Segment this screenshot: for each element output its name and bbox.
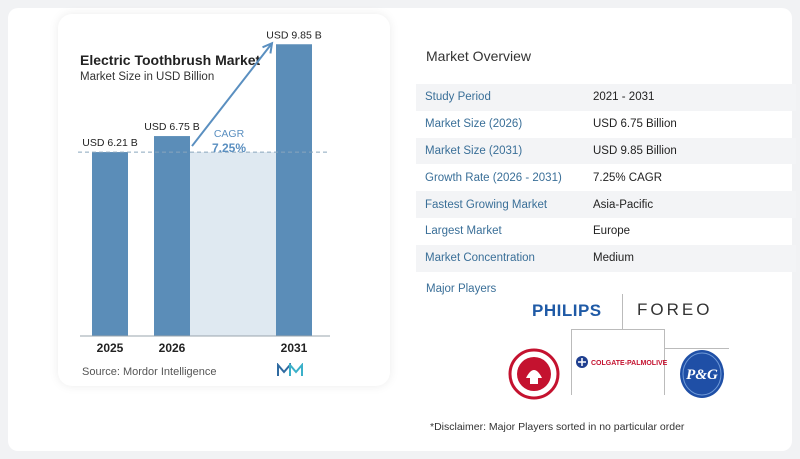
chart-title: Electric Toothbrush Market <box>80 52 261 68</box>
logo-divider <box>571 329 665 330</box>
overview-key: Market Size (2031) <box>416 137 584 165</box>
overview-row: Study Period 2021 - 2031 <box>416 84 796 111</box>
logo-divider <box>622 294 623 330</box>
overview-value: Europe <box>593 225 631 238</box>
cagr-label: CAGR <box>214 128 245 140</box>
data-label: USD 9.85 B <box>266 29 321 41</box>
mordor-logo-icon <box>277 363 303 376</box>
cagr-arrow-head <box>262 41 274 54</box>
data-label: USD 6.21 B <box>82 137 137 149</box>
overview-key: Study Period <box>416 84 584 111</box>
overview-value: 2021 - 2031 <box>584 84 796 111</box>
x-tick-label: 2031 <box>281 341 308 355</box>
logo-divider <box>571 329 572 395</box>
source-label: Source: Mordor Intelligence <box>82 366 217 378</box>
overview-key: Largest Market <box>425 225 502 238</box>
overview-row: Growth Rate (2026 - 2031) 7.25% CAGR <box>416 164 796 191</box>
overview-value: Medium <box>584 244 796 272</box>
overview-key: Market Size (2026) <box>425 118 523 131</box>
overview-key: Fastest Growing Market <box>416 191 584 218</box>
overview-row: Market Size (2026) USD 6.75 Billion <box>416 111 796 138</box>
overview-key: Market Concentration <box>416 244 584 272</box>
bar <box>276 44 312 336</box>
colgate-palmolive-wordmark: COLGATE-PALMOLIVE <box>591 360 668 367</box>
growth-shade <box>190 152 276 336</box>
foreo-logo: FOREO <box>637 300 713 319</box>
logo-divider <box>665 348 729 349</box>
data-label: USD 6.75 B <box>144 121 199 133</box>
overview-row: Fastest Growing Market Asia-Pacific <box>416 191 796 218</box>
chart-subtitle: Market Size in USD Billion <box>80 71 215 83</box>
disclaimer-text: *Disclaimer: Major Players sorted in no … <box>430 421 685 433</box>
pg-wordmark: P&G <box>686 367 718 383</box>
church-dwight-logo <box>508 348 560 400</box>
pg-logo: P&G <box>680 350 724 398</box>
overview-table: Study Period 2021 - 2031 Market Size (20… <box>416 84 796 272</box>
bar <box>154 136 190 336</box>
overview-row: Market Concentration Medium <box>416 244 796 272</box>
overview-title: Market Overview <box>426 48 532 64</box>
overview-value: Asia-Pacific <box>584 191 796 218</box>
cagr-value: 7.25% <box>212 141 246 155</box>
cagr-arrow <box>191 42 273 147</box>
bar <box>92 152 128 336</box>
philips-logo: PHILIPS <box>532 301 602 320</box>
colgate-palmolive-logo: COLGATE-PALMOLIVE <box>576 356 668 368</box>
overview-value: USD 9.85 Billion <box>584 137 796 165</box>
x-tick-label: 2025 <box>97 341 124 355</box>
overview-row: Largest Market Europe <box>416 218 796 245</box>
overview-row: Market Size (2031) USD 9.85 Billion <box>416 137 796 165</box>
x-tick-label: 2026 <box>159 341 186 355</box>
overview-value: 7.25% CAGR <box>593 171 663 184</box>
logo-divider <box>664 329 665 395</box>
major-players-label: Major Players <box>426 283 497 295</box>
overview-key: Growth Rate (2026 - 2031) <box>425 171 562 184</box>
overview-value: USD 6.75 Billion <box>593 118 677 131</box>
